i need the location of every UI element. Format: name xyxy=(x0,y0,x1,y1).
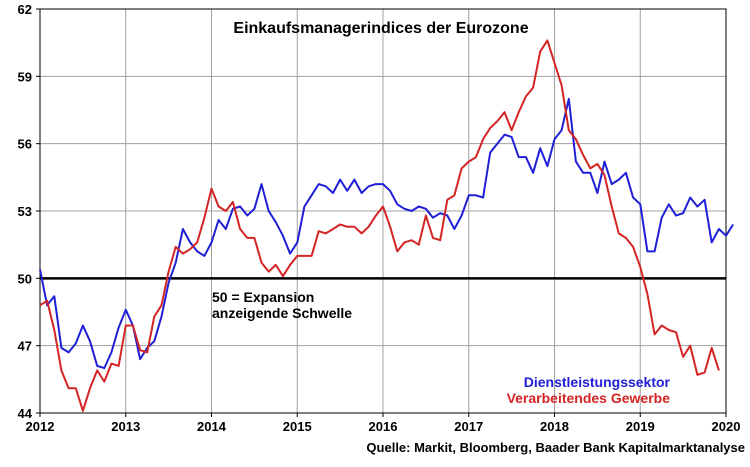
threshold-annotation-line-1: 50 = Expansion xyxy=(212,289,314,305)
series-layer xyxy=(39,39,734,412)
threshold-annotation-line-2: anzeigende Schwelle xyxy=(212,305,352,321)
x-tick-label: 2019 xyxy=(626,419,655,434)
x-tick-label: 2017 xyxy=(454,419,483,434)
chart-title: Einkaufsmanagerindices der Eurozone xyxy=(233,20,528,37)
y-tick-label: 53 xyxy=(18,204,32,219)
grid xyxy=(40,8,726,414)
x-tick-label: 2014 xyxy=(197,419,227,434)
y-tick-label: 62 xyxy=(18,2,32,17)
series-line-manufacturing xyxy=(39,39,720,412)
x-tick-label: 2020 xyxy=(712,419,741,434)
y-tick-label: 44 xyxy=(18,406,33,421)
x-tick-label: 2012 xyxy=(26,419,55,434)
legend-entry-manufacturing: Verarbeitendes Gewerbe xyxy=(507,390,671,406)
y-tick-label: 59 xyxy=(18,69,32,84)
series-line-services xyxy=(39,97,734,370)
y-tick-label: 50 xyxy=(18,271,32,286)
x-tick-label: 2016 xyxy=(369,419,398,434)
y-tick-label: 56 xyxy=(18,137,32,152)
y-tick-label: 47 xyxy=(18,339,32,354)
plot-frame xyxy=(39,8,727,414)
x-tick-label: 2013 xyxy=(111,419,140,434)
x-tick-label: 2018 xyxy=(540,419,569,434)
axes: 44 47 50 53 56 59 62 2012 2013 2014 2015 2016 2017 20… xyxy=(18,2,741,434)
source-note: Quelle: Markit, Bloomberg, Baader Bank K… xyxy=(366,440,745,455)
x-tick-label: 2015 xyxy=(283,419,312,434)
legend-entry-services: Dienstleistungssektor xyxy=(524,374,671,390)
